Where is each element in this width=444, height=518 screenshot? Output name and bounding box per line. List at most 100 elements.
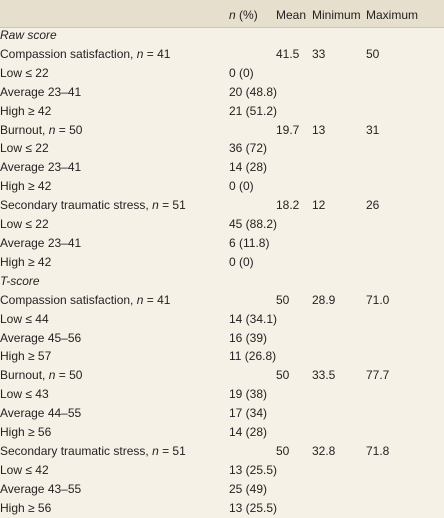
category-row: Average 23–41 6 (11.8)	[0, 234, 444, 253]
measure-row: Compassion satisfaction, n = 41 50 28.9 71.…	[0, 291, 444, 310]
maximum-value: 71.0	[366, 292, 390, 307]
empty-cell	[312, 215, 366, 234]
empty-cell	[229, 366, 276, 385]
empty-cell	[276, 499, 312, 518]
count-percent-value: 14 (34.1)	[229, 311, 278, 326]
count-percent-value: 17 (34)	[229, 406, 268, 421]
empty-cell	[276, 158, 312, 177]
category-row: High ≥ 42 0 (0)	[0, 177, 444, 196]
empty-cell	[312, 83, 366, 102]
count-percent-value: 14 (28)	[229, 160, 268, 175]
empty-cell	[366, 499, 444, 518]
empty-cell	[312, 329, 366, 348]
empty-cell	[366, 139, 444, 158]
mean-value: 50	[276, 443, 290, 458]
mean-value: 18.2	[276, 198, 300, 213]
empty-cell	[276, 83, 312, 102]
minimum-value: 13	[312, 122, 326, 137]
empty-cell	[366, 253, 444, 272]
empty-cell	[276, 253, 312, 272]
category-label: High ≥ 42	[0, 179, 52, 194]
empty-cell	[229, 291, 276, 310]
category-row: High ≥ 56 13 (25.5)	[0, 499, 444, 518]
empty-cell	[276, 310, 312, 329]
empty-cell	[276, 234, 312, 253]
table-header-band	[0, 0, 444, 28]
count-percent-value: 13 (25.5)	[229, 500, 278, 515]
empty-cell	[366, 64, 444, 83]
category-label: Low ≤ 44	[0, 311, 49, 326]
empty-cell	[312, 64, 366, 83]
empty-cell	[276, 64, 312, 83]
empty-cell	[366, 329, 444, 348]
header-minimum: Minimum	[312, 8, 361, 22]
maximum-value: 77.7	[366, 368, 390, 383]
category-label: High ≥ 56	[0, 500, 52, 515]
empty-cell	[276, 272, 312, 291]
empty-cell	[366, 480, 444, 499]
category-label: High ≥ 42	[0, 254, 52, 269]
empty-cell	[312, 102, 366, 121]
empty-cell	[366, 234, 444, 253]
empty-cell	[276, 177, 312, 196]
count-percent-value: 25 (49)	[229, 481, 268, 496]
empty-cell	[276, 215, 312, 234]
measure-label: Burnout, n = 50	[0, 368, 83, 383]
count-percent-value: 16 (39)	[229, 330, 268, 345]
count-percent-value: 20 (48.8)	[229, 84, 278, 99]
empty-cell	[312, 26, 366, 45]
empty-cell	[312, 404, 366, 423]
empty-cell	[312, 347, 366, 366]
measure-row: Burnout, n = 50 50 33.5 77.7	[0, 366, 444, 385]
empty-cell	[312, 310, 366, 329]
count-percent-value: 11 (26.8)	[229, 349, 277, 364]
category-label: Average 43–55	[0, 481, 82, 496]
header-mean: Mean	[276, 8, 307, 22]
measure-row: Secondary traumatic stress, n = 51 50 32.8…	[0, 442, 444, 461]
empty-cell	[366, 102, 444, 121]
category-row: Average 44–55 17 (34)	[0, 404, 444, 423]
empty-cell	[366, 158, 444, 177]
empty-cell	[366, 26, 444, 45]
count-percent-value: 0 (0)	[229, 254, 254, 269]
minimum-value: 33.5	[312, 368, 336, 383]
category-row: High ≥ 56 14 (28)	[0, 423, 444, 442]
category-label: High ≥ 42	[0, 103, 52, 118]
category-label: Low ≤ 22	[0, 141, 49, 156]
category-label: Average 44–55	[0, 406, 82, 421]
count-percent-value: 13 (25.5)	[229, 462, 278, 477]
category-row: Low ≤ 43 19 (38)	[0, 385, 444, 404]
empty-cell	[312, 499, 366, 518]
section-header-row: T-score	[0, 272, 444, 291]
measure-row: Burnout, n = 50 19.7 13 31	[0, 121, 444, 140]
empty-cell	[276, 385, 312, 404]
category-label: Low ≤ 22	[0, 65, 49, 80]
empty-cell	[312, 253, 366, 272]
empty-cell	[366, 404, 444, 423]
empty-cell	[312, 480, 366, 499]
count-percent-value: 21 (51.2)	[229, 103, 278, 118]
section-label: Raw score	[0, 28, 57, 42]
empty-cell	[312, 272, 366, 291]
minimum-value: 28.9	[312, 292, 336, 307]
count-percent-value: 0 (0)	[229, 65, 254, 80]
empty-cell	[229, 26, 276, 45]
measure-row: Compassion satisfaction, n = 41 41.5 33 50	[0, 45, 444, 64]
empty-cell	[276, 347, 312, 366]
empty-cell	[276, 26, 312, 45]
category-row: Average 23–41 20 (48.8)	[0, 83, 444, 102]
maximum-value: 26	[366, 198, 380, 213]
category-row: Low ≤ 42 13 (25.5)	[0, 461, 444, 480]
measure-label: Compassion satisfaction, n = 41	[0, 292, 171, 307]
category-label: Average 23–41	[0, 235, 82, 250]
count-percent-value: 45 (88.2)	[229, 217, 278, 232]
mean-value: 50	[276, 292, 290, 307]
maximum-value: 31	[366, 122, 380, 137]
empty-cell	[276, 329, 312, 348]
minimum-value: 33	[312, 46, 326, 61]
section-label: T-score	[0, 273, 40, 288]
category-row: Average 45–56 16 (39)	[0, 329, 444, 348]
measure-label: Secondary traumatic stress, n = 51	[0, 198, 186, 213]
category-row: Low ≤ 44 14 (34.1)	[0, 310, 444, 329]
